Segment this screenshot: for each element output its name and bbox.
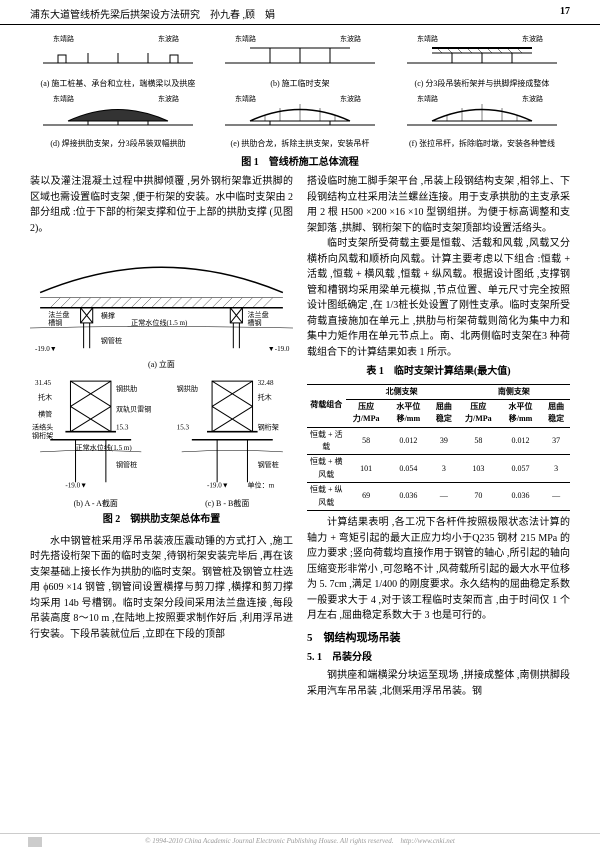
- fig2-elevation: 法兰盘 槽钢 横撑 钢管桩 正常水位线(1.5 m) 法兰盘 槽钢 -19.0▼…: [30, 242, 293, 353]
- fig2: 法兰盘 槽钢 横撑 钢管桩 正常水位线(1.5 m) 法兰盘 槽钢 -19.0▼…: [30, 242, 293, 528]
- svg-text:正常水位线(1.5 m): 正常水位线(1.5 m): [131, 318, 188, 327]
- svg-text:槽钢: 槽钢: [48, 318, 62, 327]
- svg-text:横撑: 横撑: [101, 311, 115, 320]
- svg-text:31.45: 31.45: [35, 379, 51, 387]
- fig1-row1: 东靖路东波路 (a) 施工桩基、承台和立柱，端横梁以及拱座 东靖路东波路 (b)…: [30, 33, 570, 89]
- svg-text:钢管桩: 钢管桩: [258, 460, 279, 469]
- svg-text:东波路: 东波路: [522, 94, 543, 103]
- fig1-panel-f: 东靖路东波路 (f) 张拉吊杆，拆除临时墩，安装各种管线: [394, 93, 570, 149]
- table1-title: 表 1 临时支架计算结果(最大值): [307, 364, 570, 380]
- svg-text:东靖路: 东靖路: [417, 94, 438, 103]
- svg-text:双轨贝雷钢: 双轨贝雷钢: [116, 405, 151, 414]
- svg-text:钢管桩: 钢管桩: [101, 336, 122, 345]
- svg-text:15.3: 15.3: [177, 424, 190, 432]
- fig1-panel-c: 东靖路东波路 (c) 分3段吊装桁架并与拱脚焊接成整体: [394, 33, 570, 89]
- svg-text:东靖路: 东靖路: [235, 34, 256, 43]
- svg-text:-19.0▼: -19.0▼: [65, 481, 87, 489]
- svg-text:钢拱肋: 钢拱肋: [177, 384, 198, 393]
- svg-text:东靖路: 东靖路: [53, 34, 74, 43]
- fig2-sections: 31.45 钢拱肋 托木 横管 双轨贝雷钢 活络头 15.3 钢桁架 正常水位线…: [30, 371, 293, 492]
- svg-text:东靖路: 东靖路: [235, 94, 256, 103]
- para-right-1: 搭设临时施工脚手架平台 ,吊装上段钢结构支架 ,相邻上、下段钢结构立柱采用法兰螺…: [307, 174, 570, 236]
- svg-text:法兰盘: 法兰盘: [247, 310, 268, 319]
- footer-text: © 1994-2010 China Academic Journal Elect…: [0, 833, 600, 846]
- table1: 荷载组合北侧支架南侧支架 压应力/MPa水平位移/mm屈曲稳定压应力/MPa水平…: [307, 384, 570, 512]
- svg-text:钢桁架: 钢桁架: [32, 431, 53, 440]
- para-right-3: 计算结果表明 ,各工况下各杆件按照极限状态法计算的轴力 + 弯矩引起的最大正应力…: [307, 515, 570, 624]
- fig2-title: 图 2 钢拱肋支架总体布置: [30, 512, 293, 528]
- svg-text:-19.0▼: -19.0▼: [35, 345, 57, 353]
- svg-text:槽钢: 槽钢: [247, 318, 261, 327]
- page-number: 17: [560, 6, 570, 21]
- svg-text:横管: 横管: [38, 410, 52, 419]
- fig1-panel-e: 东靖路东波路 (e) 拱肋合龙，拆除主拱支架，安装吊杆: [212, 93, 388, 149]
- section-5-1-title: 5. 1 吊装分段: [307, 650, 570, 666]
- svg-text:单位：m: 单位：m: [247, 480, 274, 489]
- svg-text:▼-19.0: ▼-19.0: [268, 345, 290, 353]
- svg-text:钢拱肋: 钢拱肋: [116, 384, 137, 393]
- svg-text:活络头: 活络头: [32, 423, 53, 432]
- para-right-2: 临时支架所受荷载主要是恒载、活载和风载 ,风载又分横桥向风载和顺桥向风载。计算主…: [307, 236, 570, 360]
- svg-text:钢管桩: 钢管桩: [116, 460, 137, 469]
- svg-text:托木: 托木: [258, 392, 272, 401]
- fig1-panel-a: 东靖路东波路 (a) 施工桩基、承台和立柱，端横梁以及拱座: [30, 33, 206, 89]
- svg-text:东靖路: 东靖路: [53, 94, 74, 103]
- svg-text:正常水位线(1.5 m): 正常水位线(1.5 m): [76, 443, 133, 452]
- svg-text:钢桁架: 钢桁架: [258, 423, 279, 432]
- fig1-panel-d: 东靖路东波路 (d) 焊接拱肋支架，分3段吊装双幅拱肋: [30, 93, 206, 149]
- fig1-panel-b: 东靖路东波路 (b) 施工临时支架: [212, 33, 388, 89]
- svg-text:托木: 托木: [38, 392, 52, 401]
- left-column: 装以及灌注混凝土过程中拱脚倾覆 ,另外钢桁架靠近拱脚的区域也需设置临时支架 ,便…: [30, 174, 293, 699]
- svg-text:32.48: 32.48: [258, 379, 274, 387]
- para-right-4: 钢拱座和端横梁分块运至现场 ,拼接成整体 ,南侧拱脚段采用汽车吊吊装 ,北侧采用…: [307, 668, 570, 699]
- section-5-title: 5 钢结构现场吊装: [307, 630, 570, 647]
- svg-text:法兰盘: 法兰盘: [48, 310, 69, 319]
- right-column: 搭设临时施工脚手架平台 ,吊装上段钢结构支架 ,相邻上、下段钢结构立柱采用法兰螺…: [307, 174, 570, 699]
- svg-text:东波路: 东波路: [340, 94, 361, 103]
- svg-text:15.3: 15.3: [116, 424, 129, 432]
- para-left-bottom: 水中钢管桩采用浮吊吊装液压震动锤的方式打入 ,施工时先搭设桁架下面的临时支架 ,…: [30, 534, 293, 643]
- svg-text:东波路: 东波路: [158, 34, 179, 43]
- header-title: 浦东大道管线桥先梁后拱架设方法研究 孙九春 ,顾 娟: [30, 6, 275, 21]
- svg-text:东波路: 东波路: [158, 94, 179, 103]
- fig1-row2: 东靖路东波路 (d) 焊接拱肋支架，分3段吊装双幅拱肋 东靖路东波路 (e) 拱…: [30, 93, 570, 149]
- svg-text:东波路: 东波路: [522, 34, 543, 43]
- fig1-title: 图 1 管线桥施工总体流程: [30, 153, 570, 168]
- svg-text:东波路: 东波路: [340, 34, 361, 43]
- svg-text:东靖路: 东靖路: [417, 34, 438, 43]
- svg-text:-19.0▼: -19.0▼: [207, 481, 229, 489]
- para-left-top: 装以及灌注混凝土过程中拱脚倾覆 ,另外钢桁架靠近拱脚的区域也需设置临时支架 ,便…: [30, 174, 293, 236]
